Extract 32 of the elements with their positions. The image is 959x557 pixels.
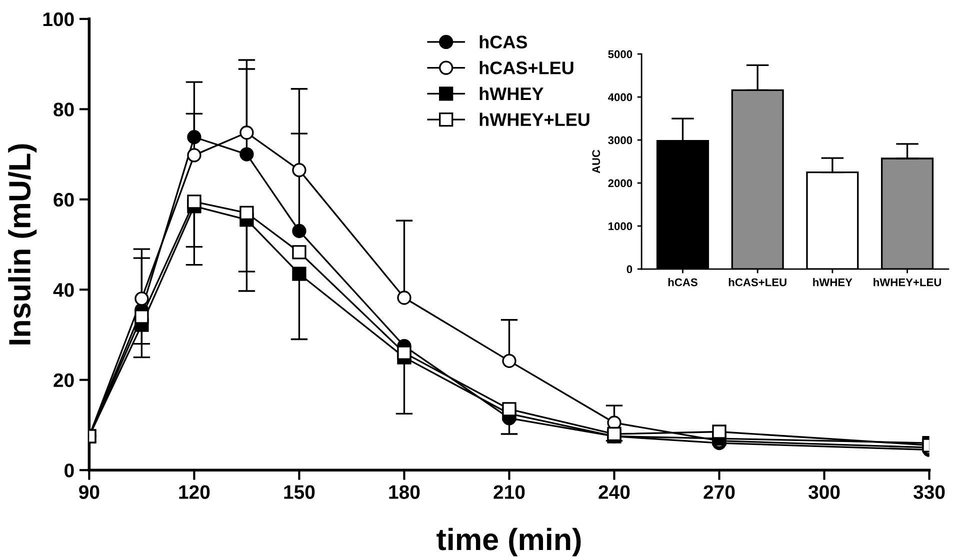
- y-axis-title: Insulin (mU/L): [8, 144, 37, 344]
- y-tick-label: 1000: [608, 222, 632, 230]
- x-tick-label: 270: [704, 485, 735, 499]
- x-tick-label: 240: [598, 485, 630, 499]
- y-axis-title: AUC: [592, 150, 600, 174]
- y-tick-label: 3000: [608, 136, 632, 144]
- x-tick-label: hCAS+LEU: [728, 278, 786, 286]
- y-tick-label: 2000: [608, 179, 632, 188]
- y-tick-label: 60: [54, 192, 74, 207]
- x-axis-title: time (min): [436, 528, 581, 556]
- legend-label: hWHEY+LEU: [480, 112, 590, 126]
- x-tick-label: 150: [284, 485, 315, 499]
- y-tick-label: 0: [64, 464, 74, 478]
- x-tick-label: hWHEY+LEU: [874, 278, 942, 286]
- x-tick-label: 330: [914, 485, 945, 499]
- x-tick-label: hCAS: [668, 278, 698, 286]
- x-tick-label: 120: [179, 485, 210, 499]
- y-tick-label: 100: [43, 12, 74, 26]
- x-tick-label: 210: [494, 485, 525, 499]
- y-tick-label: 80: [54, 102, 74, 116]
- x-tick-label: 300: [808, 485, 840, 499]
- legend-label: hCAS: [480, 35, 528, 48]
- y-tick-label: 40: [53, 283, 74, 297]
- legend-label: hWHEY: [480, 86, 544, 100]
- y-tick-label: 20: [54, 373, 74, 388]
- x-tick-label: 180: [389, 485, 420, 499]
- x-tick-label: hWHEY: [813, 278, 852, 286]
- legend-label: hCAS+LEU: [480, 61, 574, 74]
- y-tick-label: 4000: [608, 93, 632, 102]
- x-tick-label: 90: [79, 485, 100, 499]
- y-tick-label: 5000: [608, 50, 632, 58]
- y-tick-label: 0: [626, 265, 632, 274]
